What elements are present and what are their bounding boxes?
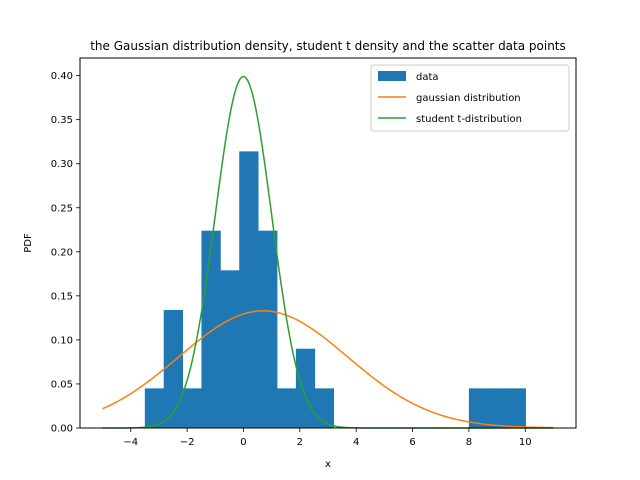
histogram-bar — [144, 388, 165, 428]
x-tick-label: 4 — [353, 437, 359, 448]
y-tick-label: 0.20 — [51, 247, 73, 258]
histogram-bars — [144, 151, 526, 428]
x-tick-label: 8 — [466, 437, 472, 448]
gaussian-line — [102, 310, 554, 429]
legend-label-data: data — [416, 72, 439, 83]
histogram-bar — [182, 388, 202, 428]
x-tick-label: 10 — [519, 437, 532, 448]
y-axis: 0.00 0.05 0.10 0.15 0.20 0.25 0.30 0.35 0.40 — [51, 71, 80, 435]
x-axis-label: x — [325, 459, 331, 470]
histogram-bar — [220, 270, 240, 428]
histogram-bar — [239, 151, 259, 428]
y-tick-label: 0.30 — [51, 159, 73, 170]
y-tick-label: 0.05 — [51, 379, 73, 390]
legend-label-student-t: student t-distribution — [416, 114, 522, 125]
x-tick-label: 6 — [409, 437, 415, 448]
y-tick-label: 0.25 — [51, 203, 73, 214]
histogram-bar — [276, 388, 297, 428]
histogram-bar — [201, 230, 221, 428]
legend-label-gaussian: gaussian distribution — [416, 93, 521, 104]
y-axis-label: PDF — [23, 233, 34, 253]
histogram-bar — [258, 230, 278, 428]
x-axis: −4 −2 0 2 4 6 8 10 — [123, 428, 532, 448]
histogram-bar — [506, 388, 526, 428]
y-tick-label: 0.10 — [51, 335, 73, 346]
histogram-bar — [487, 388, 508, 428]
x-tick-label: 0 — [240, 437, 246, 448]
y-tick-label: 0.15 — [51, 291, 73, 302]
x-tick-label: −4 — [123, 437, 138, 448]
x-tick-label: −2 — [180, 437, 195, 448]
legend: data gaussian distribution student t-dis… — [370, 64, 570, 132]
plot-frame — [79, 57, 577, 429]
chart-title: the Gaussian distribution density, stude… — [90, 39, 566, 53]
histogram-bar — [295, 348, 316, 428]
histogram-bar — [468, 388, 489, 428]
y-tick-label: 0.00 — [51, 424, 73, 435]
legend-swatch-data — [378, 71, 406, 81]
y-tick-label: 0.40 — [51, 71, 73, 82]
y-tick-label: 0.35 — [51, 115, 73, 126]
histogram-bar — [163, 309, 183, 428]
x-tick-label: 2 — [297, 437, 303, 448]
legend-frame — [370, 64, 570, 132]
